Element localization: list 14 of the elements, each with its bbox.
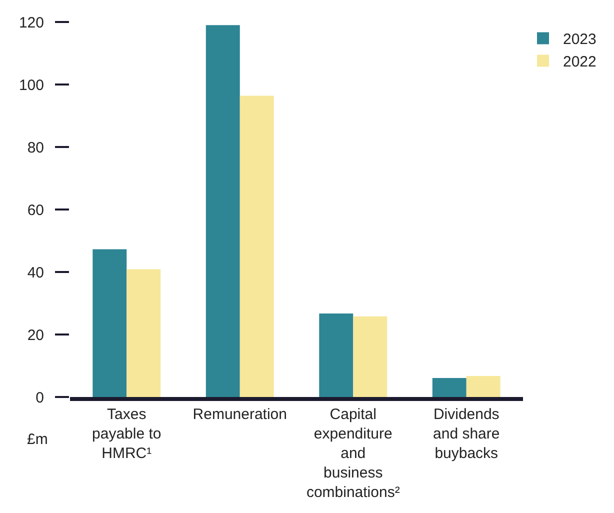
x-tick-label: Capital expenditure and business combinations² bbox=[306, 406, 400, 501]
y-tick-label: 20 bbox=[27, 326, 44, 344]
x-tick-label: Remuneration bbox=[192, 406, 287, 423]
y-tick-label: 100 bbox=[18, 76, 44, 94]
y-tick-label: 120 bbox=[18, 14, 44, 32]
legend-label: 2023 bbox=[563, 31, 596, 48]
y-axis-title: £m bbox=[27, 431, 48, 448]
x-tick-label: Taxes payable to HMRC¹ bbox=[92, 406, 162, 462]
y-tick-label: 80 bbox=[27, 139, 44, 156]
y-tick-label: 0 bbox=[36, 389, 44, 406]
x-tick-label: Dividends and share buybacks bbox=[433, 406, 500, 462]
legend-label: 2022 bbox=[563, 54, 596, 71]
y-tick-label: 40 bbox=[27, 264, 44, 282]
y-tick-label: 60 bbox=[27, 202, 44, 219]
